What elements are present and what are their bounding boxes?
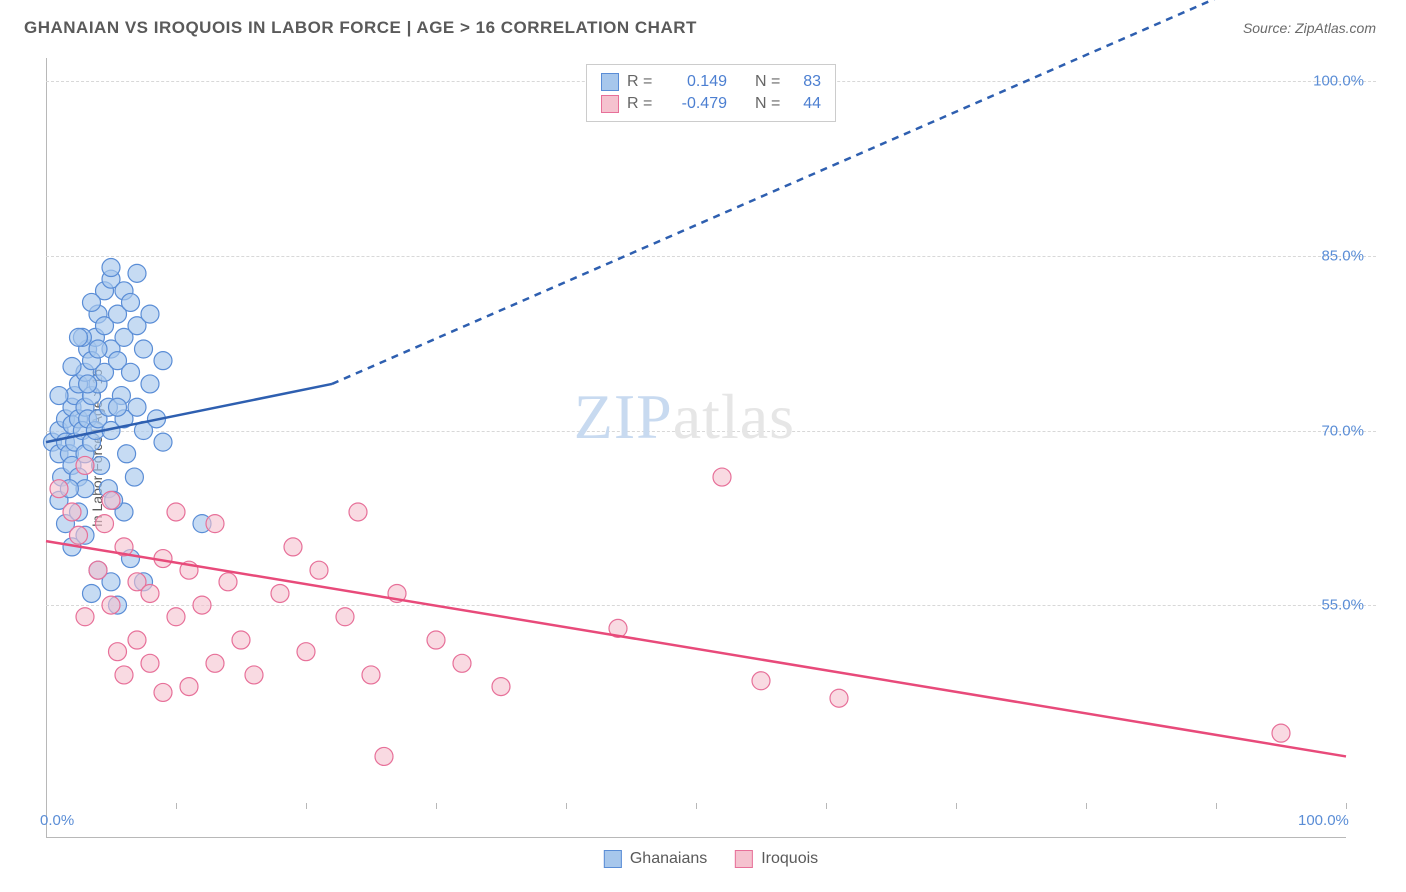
- scatter-point: [109, 643, 127, 661]
- scatter-point: [297, 643, 315, 661]
- scatter-point: [125, 468, 143, 486]
- scatter-point: [96, 515, 114, 533]
- scatter-point: [154, 683, 172, 701]
- scatter-point: [128, 264, 146, 282]
- swatch-ghanaians-icon: [601, 73, 619, 91]
- scatter-point: [50, 387, 68, 405]
- chart-title: GHANAIAN VS IROQUOIS IN LABOR FORCE | AG…: [24, 18, 697, 38]
- swatch-iroquois-icon: [601, 95, 619, 113]
- scatter-point: [219, 573, 237, 591]
- scatter-point: [63, 357, 81, 375]
- y-tick-label: 100.0%: [1313, 73, 1364, 90]
- scatter-point: [141, 375, 159, 393]
- legend-item-ghanaians: Ghanaians: [604, 850, 707, 868]
- scatter-point: [336, 608, 354, 626]
- x-tick-label: 0.0%: [40, 812, 74, 829]
- scatter-point: [206, 515, 224, 533]
- scatter-point: [83, 584, 101, 602]
- scatter-point: [128, 631, 146, 649]
- scatter-point: [232, 631, 250, 649]
- scatter-point: [141, 584, 159, 602]
- stats-row-iroquois: R = -0.479 N = 44: [601, 93, 821, 115]
- scatter-point: [79, 375, 97, 393]
- y-tick-label: 70.0%: [1321, 422, 1364, 439]
- scatter-point: [167, 503, 185, 521]
- scatter-point: [193, 596, 211, 614]
- scatter-point: [63, 503, 81, 521]
- scatter-point: [180, 678, 198, 696]
- scatter-point: [109, 398, 127, 416]
- scatter-point: [102, 259, 120, 277]
- trend-line-dashed: [332, 0, 1346, 384]
- y-tick-label: 55.0%: [1321, 597, 1364, 614]
- scatter-point: [89, 340, 107, 358]
- x-tick-label: 100.0%: [1298, 812, 1349, 829]
- scatter-point: [362, 666, 380, 684]
- stats-row-ghanaians: R = 0.149 N = 83: [601, 71, 821, 93]
- scatter-point: [141, 654, 159, 672]
- scatter-point: [271, 584, 289, 602]
- scatter-point: [154, 433, 172, 451]
- scatter-point: [118, 445, 136, 463]
- scatter-point: [89, 561, 107, 579]
- scatter-point: [453, 654, 471, 672]
- scatter-point: [830, 689, 848, 707]
- chart-container: In Labor Force | Age > 16 ZIPatlas R = 0…: [46, 58, 1376, 838]
- scatter-point: [752, 672, 770, 690]
- scatter-point: [1272, 724, 1290, 742]
- bottom-legend: Ghanaians Iroquois: [604, 850, 818, 868]
- stats-box: R = 0.149 N = 83 R = -0.479 N = 44: [586, 64, 836, 122]
- scatter-point: [115, 666, 133, 684]
- scatter-point: [167, 608, 185, 626]
- scatter-point: [427, 631, 445, 649]
- scatter-point: [70, 526, 88, 544]
- scatter-point: [128, 398, 146, 416]
- scatter-point: [349, 503, 367, 521]
- scatter-plot: [46, 58, 1376, 838]
- scatter-point: [375, 747, 393, 765]
- scatter-point: [135, 340, 153, 358]
- scatter-point: [492, 678, 510, 696]
- scatter-point: [245, 666, 263, 684]
- legend-swatch-ghanaians-icon: [604, 850, 622, 868]
- scatter-point: [83, 293, 101, 311]
- scatter-point: [310, 561, 328, 579]
- scatter-point: [206, 654, 224, 672]
- legend-swatch-iroquois-icon: [735, 850, 753, 868]
- scatter-point: [284, 538, 302, 556]
- scatter-point: [102, 596, 120, 614]
- scatter-point: [102, 491, 120, 509]
- scatter-point: [713, 468, 731, 486]
- scatter-point: [70, 328, 88, 346]
- scatter-point: [76, 608, 94, 626]
- chart-source: Source: ZipAtlas.com: [1243, 20, 1376, 36]
- scatter-point: [154, 352, 172, 370]
- scatter-point: [122, 293, 140, 311]
- scatter-point: [141, 305, 159, 323]
- legend-item-iroquois: Iroquois: [735, 850, 818, 868]
- scatter-point: [50, 480, 68, 498]
- scatter-point: [76, 456, 94, 474]
- y-tick-label: 85.0%: [1321, 247, 1364, 264]
- scatter-point: [122, 363, 140, 381]
